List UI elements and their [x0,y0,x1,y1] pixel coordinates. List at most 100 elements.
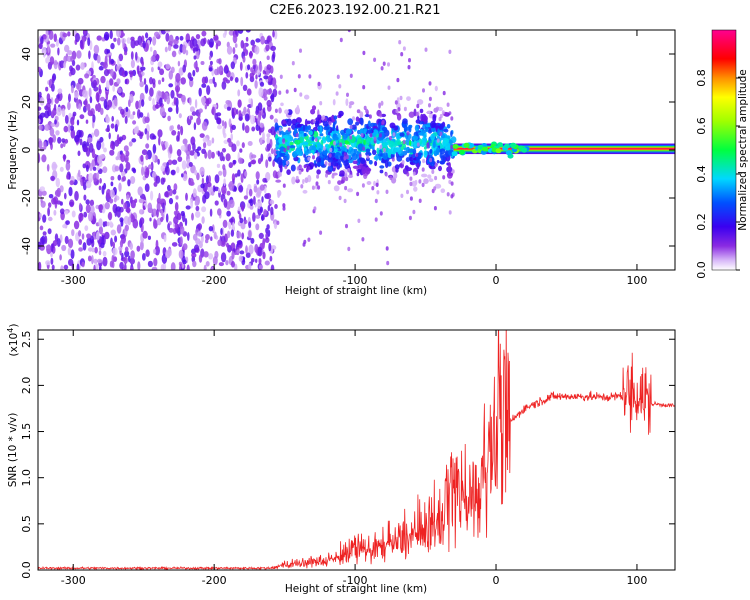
spectrogram-cell [226,106,231,111]
spectrogram-cell [107,99,113,108]
spectrogram-cell [45,57,50,64]
x-tick-label: -100 [343,574,368,587]
spectrogram-cell [322,146,326,151]
spectrogram-cell [442,175,446,180]
spectrogram-cell [322,121,329,127]
spectrogram-cell [54,97,59,104]
spectrogram-cell [64,235,69,245]
spectrogram-cell [103,99,108,109]
spectrogram-cell [50,43,56,48]
spectrogram-cell [308,74,312,79]
spectrogram-cell [428,103,431,108]
spectrogram-cell [271,53,275,63]
spectrogram-cell [88,87,92,98]
spectrogram-cell [255,223,260,231]
spectrogram-cell [241,232,245,240]
spectrogram-cell [295,132,299,138]
snr-x-ticks: -300 -200 -100 0 100 [61,330,647,587]
spectrogram-cell [382,152,389,160]
spectrogram-cell [48,137,54,144]
spectrogram-cell [119,261,124,270]
spectrogram-cell [379,169,384,174]
spectrogram-cell [424,47,428,52]
spectrogram-cell [128,141,133,147]
spectrogram-cell [133,126,139,135]
x-tick-label: -300 [61,274,86,287]
spectrogram-cell [263,75,269,80]
spectrogram-cell [131,138,137,143]
spectrogram-cell [376,147,380,155]
spectrogram-cell [448,210,452,215]
spectrogram-cell [88,142,94,153]
spectrogram-cell [287,127,291,132]
spectrogram-cell [78,103,82,110]
spectrogram-cell [248,244,254,255]
spectrogram-cell [127,179,131,187]
spectrogram-cell [250,154,257,159]
spectrogram-cell [118,53,124,62]
spectrogram-cell [345,223,348,229]
spectrogram-cell [118,182,122,192]
spectrogram-cell [81,233,85,240]
spectrogram-cell [140,99,145,107]
spectrogram-cell [150,46,153,52]
spectrogram-cell [202,137,208,143]
spectrogram-cell [448,49,452,54]
spectrogram-cell [194,200,198,206]
spectrogram-cell [93,128,100,137]
spectrogram-cell [450,144,454,150]
spectrogram-cell [209,38,215,48]
spectrogram-cell [179,236,183,246]
spectrogram-cell [245,30,251,33]
spectrogram-cell [43,34,47,40]
spectrogram-cell [156,208,159,218]
spectrogram-cell [239,148,243,153]
spectrogram-cell [49,127,55,137]
spectrogram-cell [349,73,353,79]
spectrogram-cell [328,162,332,167]
spectrogram-cell [435,147,440,156]
spectrogram-cell [182,173,188,182]
spectrogram-cell [170,169,176,176]
spectrogram-cell [197,146,202,151]
spectrogram-cell [422,88,425,93]
spectrogram-cell [224,121,227,129]
spectrogram-cell [132,120,137,125]
spectrogram-cell [266,142,271,151]
spectrogram-cell [353,148,358,154]
spectrogram-cell [446,192,450,197]
spectrogram-cell [71,120,75,126]
spectrogram-cell [191,111,197,116]
spectrogram-cell [237,169,241,177]
spectrogram-cell [65,161,71,171]
colorbar-tick-label: 0.4 [695,165,708,183]
spectrogram-cell [207,149,212,160]
spectrogram-cell [421,182,425,188]
spectrogram-cell [241,204,244,210]
spectrogram-cell [341,145,346,151]
spectrogram-cell [419,108,424,114]
x-tick-label: 0 [493,274,500,287]
spectrogram-cell [270,45,277,52]
spectrogram-cell [307,120,311,125]
spectrogram-cell [226,242,229,248]
spectrogram-cell [358,153,362,158]
spectrogram-cell [384,172,388,177]
spectrogram-cell [152,98,155,107]
spectrogram-cell [269,114,274,120]
spectrogram-cell [43,141,47,150]
spectrogram-cell [46,93,51,102]
spectrogram-cell [254,243,259,253]
spectrogram-cell [248,162,252,168]
spectrogram-cell [180,94,186,103]
spectrogram-cell [101,234,104,245]
spectrogram-cell [262,88,268,97]
spectrogram-cell [433,186,437,191]
spectrogram-cell [296,104,300,113]
spectrogram-cell [211,137,215,144]
y-tick-label: 2.0 [20,377,33,395]
spectrogram-cell [130,39,136,49]
spectrogram-cell [262,240,265,249]
spectrogram-cell [282,183,286,188]
spectrogram-cell [266,64,272,70]
